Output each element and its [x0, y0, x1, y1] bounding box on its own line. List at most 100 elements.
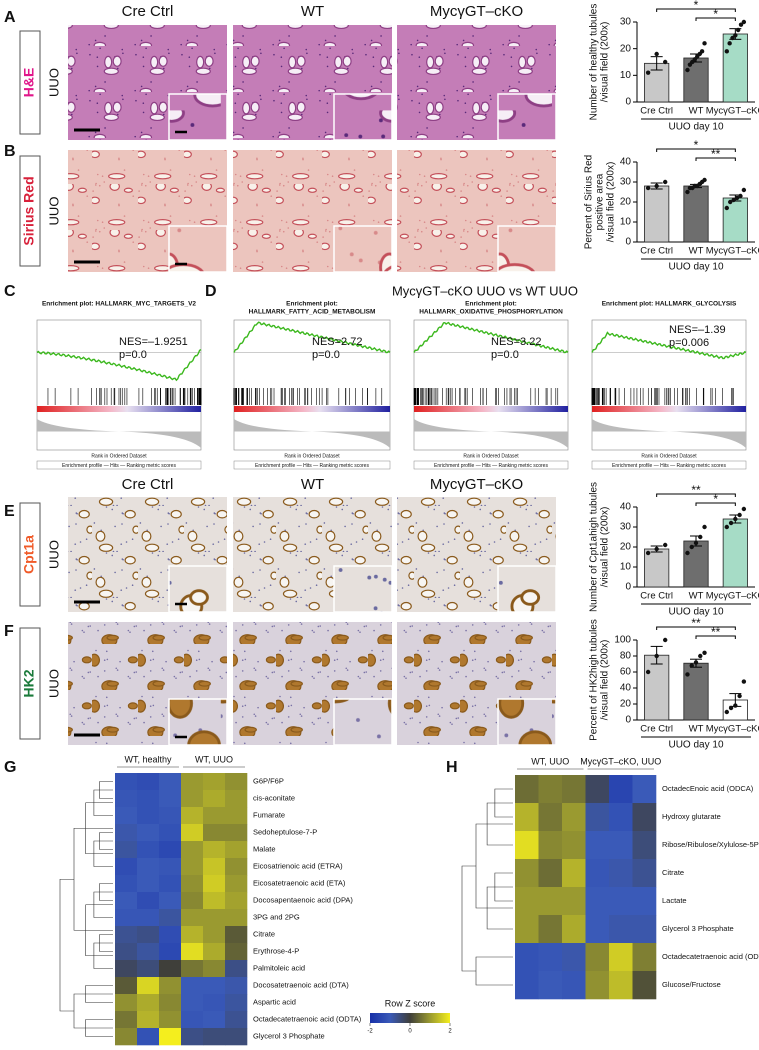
nes-value: NES=2.72	[312, 336, 362, 348]
y-tick-label: 0	[625, 97, 631, 108]
plot-frame	[591, 319, 747, 451]
significance-label: **	[691, 483, 701, 497]
data-point	[645, 550, 651, 556]
dendrogram	[461, 865, 476, 972]
data-point	[733, 33, 738, 38]
heatmap-cell	[159, 824, 182, 842]
x-tick-label: MycγGT–cKO	[706, 591, 759, 602]
inset-image	[497, 93, 557, 141]
heatmap-cell	[181, 994, 204, 1012]
enrichment-curve	[413, 321, 569, 354]
data-point	[728, 705, 734, 711]
colorbar-title: Row Z score	[385, 998, 436, 1008]
plot-title: Enrichment plot:	[286, 301, 338, 308]
data-point	[654, 546, 659, 552]
heatmap-cell	[515, 943, 539, 972]
heatmap-cell	[203, 909, 226, 927]
panel-letter: C	[4, 283, 16, 300]
heatmap-cell	[181, 841, 204, 859]
ranked-metric	[37, 419, 201, 448]
heatmap-cell	[115, 909, 138, 927]
heatmap-cell	[115, 1028, 138, 1046]
ranked-metric	[414, 419, 568, 448]
heatmap-cell	[115, 875, 138, 893]
condition-label: UUO	[46, 197, 61, 226]
group-label: WT, UUO	[195, 754, 233, 764]
significance-label: *	[713, 492, 718, 506]
y-tick-label: 10	[620, 217, 632, 228]
row-label: Glucose/Fructose	[662, 980, 721, 989]
heatmap-cell	[515, 915, 539, 944]
plot-title: Enrichment plot:	[465, 301, 517, 308]
heatmap-cell	[203, 1028, 226, 1046]
y-tick-label: 30	[620, 522, 632, 533]
row-label: Docosapentaenoic acid (DPA)	[253, 895, 353, 904]
legend-text: Enrichment profile — Hits — Ranking metr…	[62, 463, 176, 469]
heatmap-cell	[585, 971, 610, 1000]
heatmap-cell	[181, 943, 204, 961]
y-axis-label: /visual field (200x)	[606, 162, 617, 243]
row-label: Sedoheptulose-7-P	[253, 827, 317, 836]
data-point	[654, 653, 659, 659]
nes-value: NES=–1.9251	[119, 336, 188, 348]
y-axis-label: /visual field (200x)	[600, 507, 611, 588]
heatmap-cell	[137, 773, 160, 791]
inset-image	[333, 225, 393, 273]
legend-box	[233, 460, 391, 470]
heatmap-cell	[585, 887, 610, 916]
heatmap-cell	[181, 824, 204, 842]
heatmap-cell	[203, 943, 226, 961]
heatmap-cell	[225, 1028, 248, 1046]
data-point	[728, 520, 734, 526]
significance-label: **	[711, 147, 721, 161]
y-tick-label: 10	[620, 70, 632, 81]
heatmap-cell	[609, 971, 633, 1000]
panel-letter: H	[446, 759, 458, 776]
condition-label: UUO	[46, 669, 61, 698]
heatmap-cell	[115, 790, 138, 808]
heatmap-cell	[137, 943, 160, 961]
heatmap-cell	[609, 831, 633, 860]
y-tick-label: 30	[620, 17, 632, 28]
dendrogram	[59, 878, 74, 1012]
group-label: WT, healthy	[124, 754, 172, 764]
heatmap-cell	[538, 803, 563, 832]
significance-label: *	[694, 0, 699, 12]
plot-title: HALLMARK_FATTY_ACID_METABOLISM	[249, 309, 376, 316]
heatmap-cell	[115, 926, 138, 944]
heatmap-cell	[632, 775, 657, 804]
dendrogram	[73, 827, 113, 931]
row-label: Octadecatetraenoic acid (ODTA)	[662, 952, 759, 961]
stain-box	[19, 155, 41, 267]
panel-letter: B	[4, 143, 16, 160]
heatmap-cell	[562, 971, 586, 1000]
stain-label: HK2	[21, 669, 37, 697]
data-point	[735, 27, 741, 33]
heatmap-cell	[538, 915, 563, 944]
heatmap-cell	[225, 824, 248, 842]
y-axis-label: /visual field (200x)	[600, 22, 611, 103]
colorbar-tick-label: 0	[408, 1029, 412, 1035]
heatmap-cell	[159, 841, 182, 859]
heatmap-cell	[632, 915, 657, 944]
plot-title: Enrichment plot: HALLMARK_GLYCOLYSIS	[602, 301, 737, 308]
data-point	[733, 703, 738, 708]
row-label: Palmitoleic acid	[253, 963, 305, 972]
y-tick-label: 20	[620, 699, 632, 710]
condition-label: UUO	[46, 540, 61, 569]
rank-colorbar	[592, 406, 746, 412]
heatmap-cell	[225, 977, 248, 995]
dendrogram	[475, 956, 513, 986]
heatmap-cell	[203, 773, 226, 791]
column-header: WT	[301, 476, 324, 493]
heatmap-cell	[562, 831, 586, 860]
heatmap-cell	[632, 971, 657, 1000]
data-point	[663, 59, 668, 65]
data-point	[728, 199, 733, 205]
dendrogram	[73, 993, 113, 1029]
heatmap-cell	[538, 831, 563, 860]
heatmap-cell	[181, 977, 204, 995]
heatmap-cell	[137, 909, 160, 927]
heatmap-cell	[137, 824, 160, 842]
legend-text: Enrichment profile — Hits — Ranking metr…	[612, 463, 726, 469]
